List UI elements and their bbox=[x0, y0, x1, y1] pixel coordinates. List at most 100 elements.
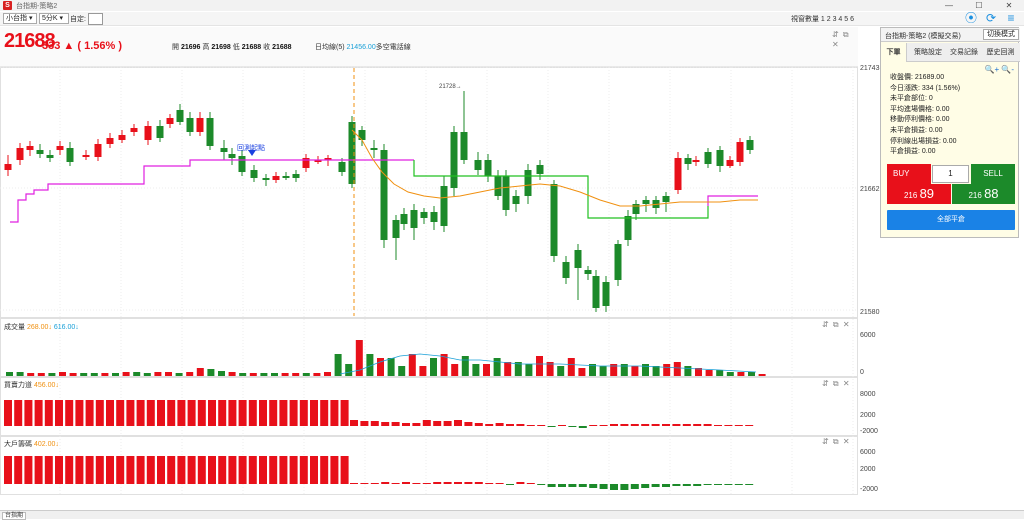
volume-bar bbox=[313, 373, 321, 376]
volume-bar bbox=[673, 362, 681, 376]
trade-box: BUY 1 SELL 216 89 216 88 bbox=[887, 164, 1015, 204]
big-player-bar bbox=[360, 483, 369, 484]
volume-bar bbox=[737, 372, 745, 376]
custom-period-input[interactable] bbox=[88, 13, 103, 25]
volume-bar bbox=[472, 364, 480, 376]
power-bar bbox=[14, 400, 23, 426]
volume-bar bbox=[705, 370, 713, 376]
zoom-icon[interactable]: 🔍+ 🔍- bbox=[984, 65, 1014, 74]
buy-price-prefix: 216 bbox=[903, 191, 918, 200]
sell-label: SELL bbox=[971, 164, 1015, 184]
candle-body bbox=[484, 160, 492, 176]
power-bar bbox=[464, 422, 473, 426]
candle-body bbox=[262, 178, 270, 180]
power-bar bbox=[672, 424, 681, 426]
big-player-bar bbox=[75, 456, 84, 484]
volume-bar bbox=[726, 372, 734, 376]
period-select[interactable]: 5分K ▾ bbox=[39, 13, 69, 24]
power-bar bbox=[177, 400, 186, 426]
volume-bar bbox=[6, 372, 13, 376]
tab-order[interactable]: 下單 bbox=[881, 43, 907, 62]
candle-body bbox=[324, 158, 332, 160]
big-player-bar bbox=[412, 483, 421, 484]
big-player-bar bbox=[391, 483, 400, 484]
big-player-bar bbox=[464, 482, 473, 484]
signal-icon[interactable]: ⦿ bbox=[964, 11, 977, 25]
flatten-all-button[interactable]: 全部平倉 bbox=[887, 210, 1015, 230]
power-bar bbox=[578, 426, 587, 428]
tab-trade-records[interactable]: 交易記錄 bbox=[950, 49, 978, 56]
big-player-bar bbox=[547, 484, 556, 487]
tab-history-backtest[interactable]: 歷史回測 bbox=[986, 49, 1015, 56]
volume-bar bbox=[684, 366, 692, 376]
volume-bar bbox=[165, 372, 172, 376]
order-panel-tabs: 下單 策略設定 交易記錄 歷史回測 bbox=[881, 43, 1020, 62]
candle-body bbox=[156, 126, 164, 138]
volume-bar bbox=[143, 373, 151, 376]
volume-panel-controls[interactable]: ⇵ ⧉ ✕ bbox=[822, 320, 851, 329]
volume-bar bbox=[366, 354, 374, 376]
big-player-bar bbox=[734, 484, 743, 485]
big-player-bar bbox=[506, 484, 514, 485]
power-y-tick-mid: 2000 bbox=[860, 412, 876, 419]
big-player-bar bbox=[259, 456, 267, 484]
main-panel-controls[interactable]: ⇵ ⧉ ✕ bbox=[832, 30, 850, 49]
refresh-icon[interactable]: ⟳ bbox=[985, 11, 997, 25]
close-button[interactable]: ✕ bbox=[1005, 1, 1013, 10]
close-label: 收 bbox=[263, 44, 271, 51]
volume-bar bbox=[451, 364, 459, 376]
power-bar bbox=[745, 425, 754, 426]
low-value: 21688 bbox=[241, 44, 262, 51]
ma-line bbox=[351, 129, 758, 207]
toolbar: 小台指 ▾ 5分K ▾ 自定: 視窗數量 1 2 3 4 5 6 ⦿ ⟳ ≡ bbox=[0, 12, 1024, 26]
big-player-bar bbox=[558, 484, 566, 487]
power-bar bbox=[340, 400, 349, 426]
big-player-panel-controls[interactable]: ⇵ ⧉ ✕ bbox=[822, 437, 851, 446]
quantity-input[interactable]: 1 bbox=[932, 165, 969, 183]
big-player-bar bbox=[641, 484, 650, 488]
power-bar bbox=[228, 400, 237, 426]
last-price: 21688 bbox=[4, 30, 56, 52]
volume-bar bbox=[133, 372, 141, 376]
candle-body bbox=[550, 184, 558, 256]
volume-bar bbox=[228, 372, 236, 376]
volume-bar bbox=[302, 373, 310, 376]
big-player-bar bbox=[248, 456, 257, 484]
volume-bar bbox=[408, 354, 416, 376]
product-select[interactable]: 小台指 ▾ bbox=[3, 13, 37, 24]
power-bar bbox=[167, 400, 176, 426]
big-player-bar bbox=[724, 484, 733, 485]
settings-list-icon[interactable]: ≡ bbox=[1007, 11, 1015, 25]
candle-body bbox=[524, 170, 532, 196]
volume-bar bbox=[48, 373, 56, 376]
big-player-bar bbox=[516, 482, 525, 484]
big-player-bar bbox=[85, 456, 94, 484]
volume-value-1: 268.00↓ bbox=[26, 324, 52, 331]
open-label: 開 bbox=[172, 44, 179, 51]
candle-body bbox=[272, 176, 280, 180]
big-player-bar bbox=[55, 456, 63, 484]
volume-bar bbox=[430, 358, 437, 376]
ma-value: 21456.00 bbox=[346, 44, 376, 51]
candle-body bbox=[16, 148, 24, 160]
info-trailing-stop: 移動停利價格: 0.00 bbox=[890, 116, 950, 124]
candle-body bbox=[450, 132, 458, 188]
big-player-bar bbox=[157, 456, 165, 484]
big-player-bar bbox=[433, 482, 442, 484]
power-bar bbox=[146, 400, 155, 426]
sell-button[interactable]: 216 88 bbox=[952, 184, 1015, 204]
power-bar bbox=[126, 400, 135, 426]
info-realized-pnl: 平倉損益: 0.00 bbox=[890, 148, 936, 156]
candle-body bbox=[282, 176, 290, 178]
tab-strategy-settings[interactable]: 策略設定 bbox=[914, 49, 942, 56]
window-count-selector[interactable]: 視窗數量 1 2 3 4 5 6 bbox=[790, 16, 854, 23]
big-player-bar bbox=[238, 456, 247, 484]
minimize-button[interactable]: — bbox=[945, 1, 953, 10]
maximize-button[interactable]: ☐ bbox=[975, 1, 983, 10]
switch-mode-button[interactable]: 切換模式 bbox=[983, 29, 1019, 40]
volume-bar bbox=[663, 364, 671, 376]
power-panel-controls[interactable]: ⇵ ⧉ ✕ bbox=[822, 379, 851, 388]
volume-bar bbox=[504, 362, 512, 376]
buy-button[interactable]: 216 89 bbox=[887, 184, 951, 204]
big-player-label: 大戶籌碼 bbox=[4, 441, 32, 448]
